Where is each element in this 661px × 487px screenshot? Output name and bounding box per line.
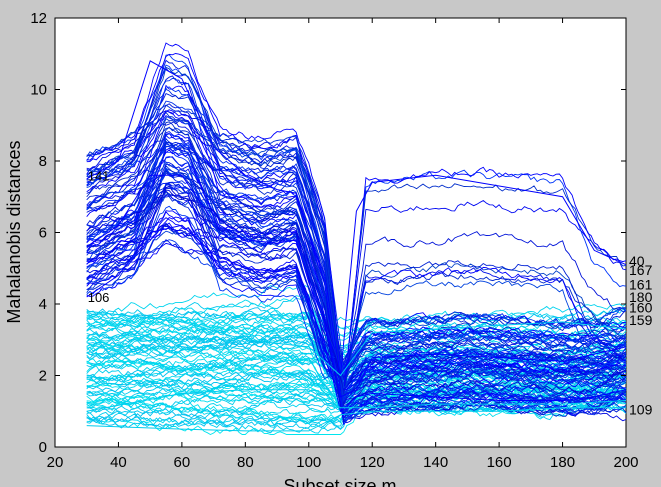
right-label: 160	[629, 300, 653, 316]
dark-series-group	[86, 42, 627, 432]
left-label: 141	[88, 168, 110, 183]
series-line-dark-72	[86, 185, 627, 406]
x-tick-label: 120	[360, 454, 385, 471]
x-tick-label: 60	[174, 454, 191, 471]
series-line-dark-76	[86, 77, 627, 403]
series-line-dark-81	[86, 189, 627, 389]
series-line-light-48	[86, 397, 627, 424]
sample-series-3	[86, 310, 627, 377]
x-tick-label: 80	[237, 454, 254, 471]
series-line-dark-83	[86, 224, 627, 424]
series-line-dark-71	[86, 116, 627, 396]
series-line-dark-61	[86, 141, 627, 372]
series-line-dark-3	[86, 103, 627, 390]
y-tick-label: 6	[39, 225, 47, 242]
sample-series-0	[86, 60, 627, 376]
right-label: 180	[629, 289, 653, 305]
series-line-dark-70	[86, 42, 627, 393]
series-line-dark-58	[86, 193, 627, 381]
series-line-dark-52	[86, 163, 627, 397]
x-axis-ticks: 20 40 60 80 100 120 140 160 180 200	[47, 18, 639, 471]
y-tick-label: 2	[39, 368, 47, 385]
x-tick-label: 100	[296, 454, 321, 471]
right-label: 167	[629, 262, 653, 278]
x-tick-label: 20	[47, 454, 64, 471]
series-line-light-45	[86, 380, 626, 412]
y-axis-ticks: 0 2 4 6 8 10 12	[30, 10, 626, 456]
series-line-dark-67	[86, 59, 627, 387]
series-line-dark-57	[86, 205, 627, 379]
series-line-dark-82	[86, 161, 627, 389]
sample-series-2	[86, 224, 627, 413]
series-line-dark-60	[86, 149, 627, 388]
series-line-light-20	[86, 319, 627, 341]
right-label: 109	[629, 401, 653, 417]
right-label: 161	[629, 276, 653, 292]
series-line-dark-40	[86, 216, 627, 397]
right-label: 159	[629, 312, 653, 328]
series-line-dark-66	[86, 86, 627, 393]
sample-series-1	[86, 174, 627, 398]
y-axis-label: Mahalanobis distances	[4, 140, 24, 323]
series-line-dark-75	[86, 110, 627, 416]
right-label: 40	[629, 253, 645, 269]
y-tick-label: 8	[39, 153, 47, 170]
series-line-dark-53	[86, 239, 627, 395]
left-label: 106	[88, 290, 110, 305]
series-line-dark-38	[86, 168, 627, 369]
series-line-dark-73	[86, 127, 627, 390]
x-axis-label: Subset size m	[283, 476, 396, 487]
series-line-light-37	[86, 307, 627, 396]
series-line-dark-9	[86, 134, 627, 387]
left-point-labels: 141 106	[88, 168, 110, 305]
series-line-dark-27	[86, 54, 627, 414]
x-tick-label: 180	[550, 454, 575, 471]
y-tick-label: 4	[39, 296, 47, 313]
series-line-dark-74	[86, 156, 627, 364]
y-tick-label: 12	[30, 10, 47, 27]
y-tick-label: 0	[39, 439, 47, 456]
series-line-light-66	[86, 365, 627, 421]
series-line-dark-84	[86, 168, 627, 375]
x-tick-label: 200	[613, 454, 638, 471]
x-tick-label: 40	[110, 454, 127, 471]
sample-series-5	[86, 407, 626, 432]
series-line-dark-80	[86, 53, 627, 390]
sample-series-4	[86, 389, 627, 412]
x-tick-label: 160	[487, 454, 512, 471]
series-line-dark-44	[86, 230, 627, 401]
x-tick-label: 140	[423, 454, 448, 471]
series-line-dark-65	[86, 84, 627, 391]
series-line-dark-34	[86, 222, 627, 379]
y-tick-label: 10	[30, 82, 47, 99]
series-line-dark-23	[86, 121, 627, 400]
series-line-dark-78	[86, 104, 627, 413]
